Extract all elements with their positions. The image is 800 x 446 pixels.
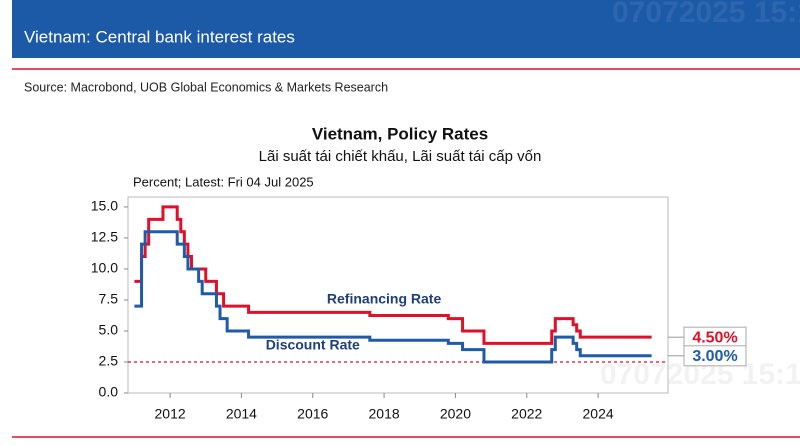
y-tick-label: 0.0 bbox=[99, 384, 119, 400]
series-label: Discount Rate bbox=[266, 337, 360, 353]
y-axis-label: Percent; Latest: Fri 04 Jul 2025 bbox=[133, 174, 314, 189]
plot-frame bbox=[127, 196, 669, 394]
series-label: Refinancing Rate bbox=[327, 291, 442, 307]
y-tick-label: 10.0 bbox=[91, 260, 118, 276]
x-tick-label: 2018 bbox=[369, 406, 400, 422]
x-tick-label: 2016 bbox=[297, 406, 328, 422]
watermark: 07072025 15:13 bbox=[612, 0, 800, 29]
y-tick-label: 5.0 bbox=[99, 322, 119, 338]
x-tick-label: 2012 bbox=[155, 406, 186, 422]
value-label: 4.50% bbox=[692, 329, 737, 346]
chart-subtitle: Lãi suất tái chiết khấu, Lãi suất tái cấ… bbox=[259, 148, 542, 165]
x-tick-label: 2014 bbox=[226, 406, 257, 422]
header-title: Vietnam: Central bank interest rates bbox=[24, 27, 295, 46]
header-bar bbox=[12, 0, 800, 58]
source: Source: Macrobond, UOB Global Economics … bbox=[24, 80, 388, 94]
x-tick-label: 2020 bbox=[440, 406, 471, 422]
chart-title: Vietnam, Policy Rates bbox=[312, 124, 488, 143]
x-tick-label: 2022 bbox=[511, 406, 542, 422]
value-label: 3.00% bbox=[692, 348, 737, 365]
line bbox=[134, 230, 652, 364]
y-tick-label: 12.5 bbox=[91, 229, 118, 245]
x-tick-label: 2024 bbox=[583, 406, 614, 422]
line bbox=[134, 205, 652, 345]
y-tick-label: 2.5 bbox=[99, 353, 119, 369]
y-tick-label: 7.5 bbox=[99, 291, 119, 307]
y-tick-label: 15.0 bbox=[91, 198, 118, 214]
value-label-box bbox=[683, 345, 747, 367]
